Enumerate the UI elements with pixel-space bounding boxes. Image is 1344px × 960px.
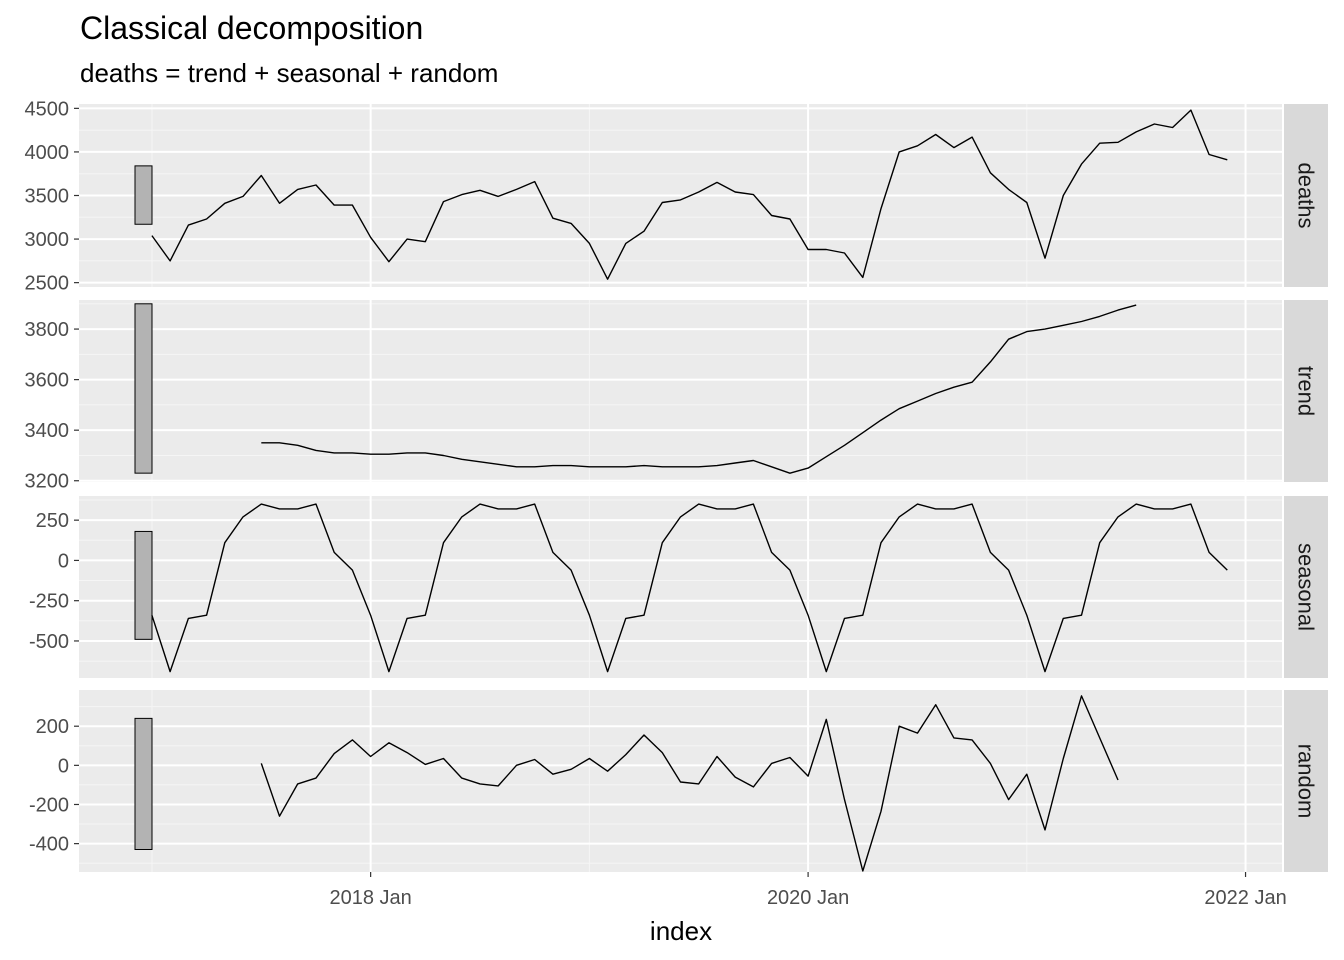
series-line-trend [261,304,1137,474]
y-tick-label: 3200 [25,471,70,493]
y-tick-label: 2500 [25,273,70,295]
facet-strip [1284,690,1328,872]
y-tick-label: 250 [36,510,69,532]
facet-strip [1284,300,1328,482]
x-tick-label: 2018 Jan [329,887,411,909]
y-tick-label: -400 [29,834,69,856]
x-tick-label: 2020 Jan [767,887,849,909]
y-tick-label: -200 [29,794,69,816]
series-line-random [260,695,1119,872]
chart-title: Classical decomposition [80,10,424,46]
facet-strip [1284,496,1328,678]
y-tick-label: 4500 [25,98,70,120]
scale-bar [134,165,153,225]
scale-bar [134,717,153,850]
facet-deaths: 2500 3000 3500 4000 4500 deaths [25,98,1328,295]
y-tick-label: 3600 [25,370,70,392]
facet-panels: 25003000350040004500deaths32003400360038… [25,98,1328,872]
facet-strip-label: trend [1294,366,1319,416]
x-tick-label: 2022 Jan [1204,887,1286,909]
y-tick-label: 0 [58,550,69,572]
facet-seasonal: -500 -250 0 250 seasonal [29,496,1328,678]
panel-background [79,300,1282,482]
series-line-deaths [151,109,1228,280]
y-tick-label: 3500 [25,186,70,208]
chart-subtitle: deaths = trend + seasonal + random [80,58,499,88]
y-tick-label: -250 [29,591,69,613]
facet-strip-label: random [1294,744,1319,819]
x-axis: 2018 Jan 2020 Jan 2022 Jan [329,872,1287,909]
facet-strip [1284,104,1328,287]
facet-random: -400 -200 0 200 random [29,690,1328,872]
y-tick-label: 4000 [25,142,70,164]
series-line-seasonal [151,503,1228,673]
y-tick-label: 3400 [25,420,70,442]
scale-bar [134,530,153,640]
y-tick-label: 3000 [25,229,70,251]
scale-bar [134,303,153,474]
y-tick-label: 200 [36,716,69,738]
y-tick-label: -500 [29,631,69,653]
facet-trend: 3200 3400 3600 3800 trend [25,300,1328,493]
x-axis-title: index [650,916,712,946]
facet-strip-label: seasonal [1294,543,1319,631]
panel-background [79,496,1282,678]
y-tick-label: 0 [58,755,69,777]
facet-strip-label: deaths [1294,162,1319,228]
y-tick-label: 3800 [25,319,70,341]
